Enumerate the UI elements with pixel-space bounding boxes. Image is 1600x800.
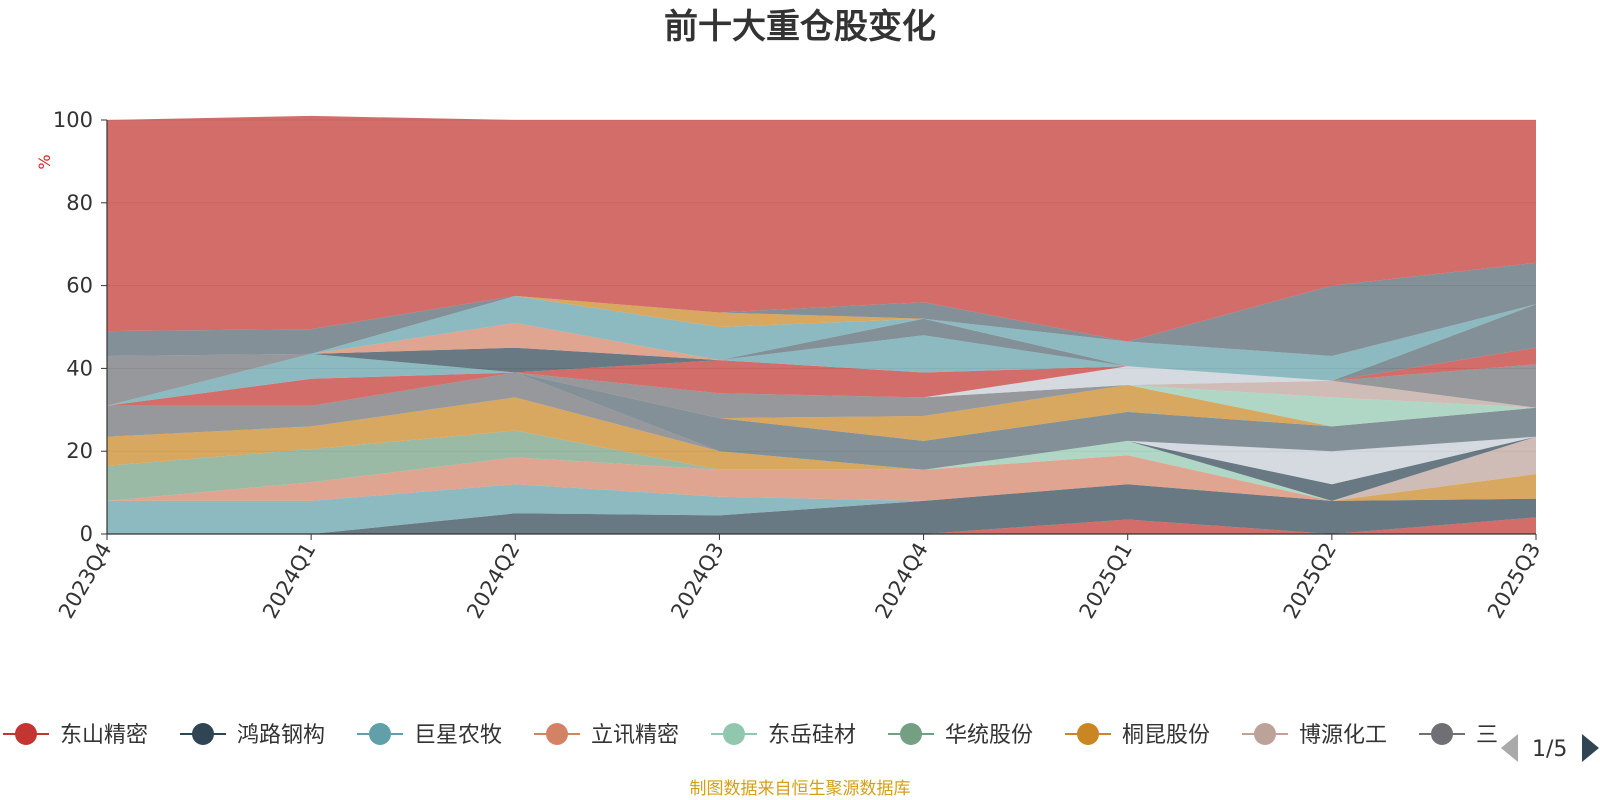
area-series-0	[107, 517, 1536, 534]
x-tick-label: 2024Q3	[666, 539, 728, 623]
area-series-15	[107, 364, 1536, 419]
legend-item-6[interactable]: 桐昆股份	[1065, 723, 1210, 748]
area-series-13	[107, 372, 1536, 427]
area-series-1	[107, 484, 1536, 534]
legend-label: 博源化工	[1299, 723, 1387, 748]
y-tick-label: 20	[66, 439, 93, 463]
legend-item-0[interactable]: 东山精密	[3, 723, 148, 748]
y-tick-label: 0	[80, 522, 93, 546]
y-tick-label: 40	[66, 356, 93, 380]
area-series-7	[107, 397, 1536, 501]
x-tick-label: 2024Q2	[462, 539, 524, 623]
legend-next-page-icon[interactable]	[1582, 734, 1599, 762]
area-series-12	[107, 372, 1536, 441]
y-tick-label: 60	[66, 274, 93, 298]
legend-marker-icon	[1431, 723, 1453, 745]
legend-marker-icon	[15, 723, 37, 745]
legend-marker-icon	[369, 723, 391, 745]
legend-marker-icon	[723, 723, 745, 745]
area-series-16	[107, 364, 1536, 406]
x-tick-labels: 2023Q4 2024Q1 2024Q2 2024Q3 2024Q4 2025Q1 2025…	[54, 539, 1545, 623]
y-tick-label: 100	[53, 108, 93, 132]
legend-label: 桐昆股份	[1122, 723, 1210, 748]
data-source-note: 制图数据来自恒生聚源数据库	[690, 779, 911, 799]
x-tick-label: 2025Q1	[1075, 539, 1137, 623]
legend-marker-icon	[900, 723, 922, 745]
area-series-17	[107, 347, 1536, 406]
legend-label: 立讯精密	[591, 723, 679, 748]
legend-label: 巨星农牧	[414, 723, 502, 748]
y-tick-label: 80	[66, 191, 93, 215]
y-tick-labels: 0 20 40 60 80 100	[53, 108, 93, 546]
x-tick-label: 2024Q4	[870, 539, 932, 623]
legend[interactable]: 东山精密 鸿路钢构 巨星农牧 立讯精密 东岳硅材 华统股份 桐昆股份 博源化工 三	[3, 723, 1498, 748]
area-series-20	[107, 304, 1536, 406]
x-tick-label: 2025Q3	[1483, 539, 1545, 623]
legend-label: 东岳硅材	[768, 723, 856, 748]
legend-label: 鸿路钢构	[237, 723, 325, 748]
x-tick-label: 2025Q2	[1279, 539, 1341, 623]
axes	[101, 119, 1537, 540]
area-series-26	[107, 262, 1536, 356]
area-series-23	[107, 295, 1536, 406]
x-tick-label: 2024Q1	[258, 539, 320, 623]
legend-marker-icon	[1254, 723, 1276, 745]
legend-item-5[interactable]: 华统股份	[888, 723, 1033, 748]
legend-item-7[interactable]: 博源化工	[1242, 723, 1387, 748]
legend-pager: 1/5	[1501, 734, 1599, 762]
legend-marker-icon	[546, 723, 568, 745]
chart-title: 前十大重仓股变化	[664, 7, 936, 47]
area-series-11	[107, 372, 1536, 470]
legend-item-3[interactable]: 立讯精密	[534, 723, 679, 748]
legend-marker-icon	[1077, 723, 1099, 745]
legend-item-1[interactable]: 鸿路钢构	[180, 723, 325, 748]
legend-label: 三	[1476, 723, 1498, 748]
area-series-18	[107, 335, 1536, 406]
area-series-22	[107, 295, 1536, 406]
area-series-27	[107, 115, 1536, 342]
legend-marker-icon	[192, 723, 214, 745]
legend-prev-page-icon[interactable]	[1501, 734, 1518, 762]
y-axis-label: %	[35, 154, 54, 169]
area-series	[107, 115, 1536, 534]
legend-item-2[interactable]: 巨星农牧	[357, 723, 502, 748]
legend-page-indicator: 1/5	[1532, 737, 1567, 762]
area-series-8	[107, 372, 1536, 501]
area-series-2	[107, 484, 1536, 534]
x-tick-label: 2023Q4	[54, 539, 116, 623]
area-series-5	[107, 430, 1536, 501]
area-series-6	[107, 397, 1536, 501]
legend-item-8[interactable]: 三	[1419, 723, 1498, 748]
legend-label: 华统股份	[945, 723, 1033, 748]
legend-label: 东山精密	[60, 723, 148, 748]
area-series-3	[107, 455, 1536, 501]
legend-item-4[interactable]: 东岳硅材	[711, 723, 856, 748]
